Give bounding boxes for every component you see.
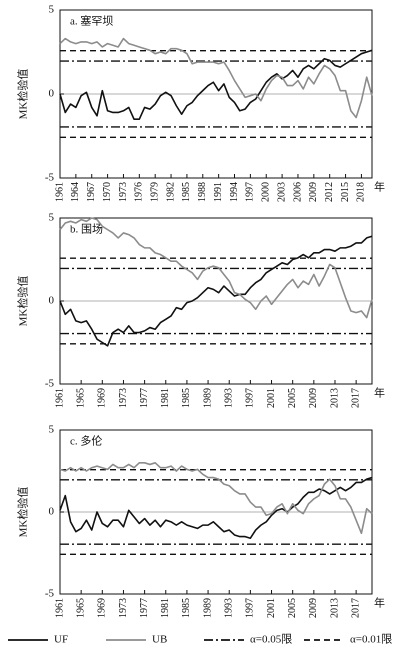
x-tick-label: 1981 xyxy=(160,598,171,618)
x-tick-label: 1967 xyxy=(86,182,97,202)
x-tick-label: 2001 xyxy=(266,598,277,618)
x-tick-label: 1997 xyxy=(245,388,256,408)
y-axis-label: MK检验值 xyxy=(16,276,30,327)
y-tick-label: 5 xyxy=(49,212,55,224)
x-tick-label: 2018 xyxy=(356,182,367,202)
x-tick-label: 2009 xyxy=(308,182,319,202)
legend-label: UF xyxy=(54,634,68,646)
x-tick-label: 1988 xyxy=(197,182,208,202)
x-tick-label: 2009 xyxy=(308,598,319,618)
x-tick-label: 2013 xyxy=(329,388,340,408)
x-tick-label: 2005 xyxy=(287,598,298,618)
x-tick-label: 1964 xyxy=(70,182,81,202)
y-tick-label: -5 xyxy=(45,378,55,390)
y-tick-label: 0 xyxy=(49,506,55,518)
x-tick-label: 1997 xyxy=(245,182,256,202)
legend-label: α=0.01限 xyxy=(350,633,392,646)
y-tick-label: 5 xyxy=(49,4,55,16)
x-tick-label: 1989 xyxy=(202,388,213,408)
x-tick-label: 1993 xyxy=(224,598,235,618)
x-tick-label: 1969 xyxy=(97,388,108,408)
x-tick-label: 1961 xyxy=(54,388,65,408)
x-tick-label: 2003 xyxy=(276,182,287,202)
x-tick-label: 1981 xyxy=(160,388,171,408)
x-tick-label: 1982 xyxy=(165,182,176,202)
chart-title: c. 多伦 xyxy=(70,434,102,448)
x-tick-label: 2017 xyxy=(350,598,361,618)
x-axis-label: 年 xyxy=(374,386,385,400)
x-tick-label: 1997 xyxy=(245,598,256,618)
x-tick-label: 2000 xyxy=(261,182,272,202)
x-tick-label: 2006 xyxy=(292,182,303,202)
x-tick-label: 2012 xyxy=(324,182,335,202)
x-tick-label: 1965 xyxy=(75,388,86,408)
y-tick-label: 0 xyxy=(49,88,55,100)
y-tick-label: 5 xyxy=(49,424,55,436)
x-tick-label: 1989 xyxy=(202,598,213,618)
y-axis-label: MK检验值 xyxy=(16,487,30,538)
x-tick-label: 1977 xyxy=(139,388,150,408)
x-tick-label: 1970 xyxy=(102,182,113,202)
series-line xyxy=(59,217,373,319)
series-line xyxy=(59,462,373,535)
x-tick-label: 2015 xyxy=(340,182,351,202)
x-tick-label: 1976 xyxy=(134,182,145,202)
y-axis-label: MK检验值 xyxy=(16,69,30,120)
x-tick-label: 1979 xyxy=(149,182,160,202)
legend-label: UB xyxy=(152,634,167,646)
series-line xyxy=(59,235,373,347)
x-tick-label: 1973 xyxy=(118,598,129,618)
legend-label: α=0.05限 xyxy=(250,633,292,646)
x-tick-label: 2009 xyxy=(308,388,319,408)
x-tick-label: 2017 xyxy=(350,388,361,408)
x-tick-label: 1991 xyxy=(213,182,224,202)
x-tick-label: 1961 xyxy=(54,182,65,202)
x-tick-label: 1985 xyxy=(181,598,192,618)
x-axis-label: 年 xyxy=(374,180,385,194)
x-axis-label: 年 xyxy=(374,596,385,610)
chart-title: b. 围场 xyxy=(70,222,103,236)
x-tick-label: 1973 xyxy=(118,182,129,202)
y-tick-label: -5 xyxy=(45,588,55,600)
x-tick-label: 1985 xyxy=(181,182,192,202)
x-tick-label: 2001 xyxy=(266,388,277,408)
series-line xyxy=(59,37,373,119)
x-tick-label: 1994 xyxy=(229,182,240,202)
series-line xyxy=(59,49,373,120)
x-tick-label: 2013 xyxy=(329,598,340,618)
x-tick-label: 1985 xyxy=(181,388,192,408)
x-tick-label: 1969 xyxy=(97,598,108,618)
x-tick-label: 1993 xyxy=(224,388,235,408)
x-tick-label: 1965 xyxy=(75,598,86,618)
series-line xyxy=(59,476,373,540)
x-tick-label: 1973 xyxy=(118,388,129,408)
y-tick-label: -5 xyxy=(45,172,55,184)
x-tick-label: 1977 xyxy=(139,598,150,618)
chart-title: a. 塞罕坝 xyxy=(70,14,113,28)
x-tick-label: 1961 xyxy=(54,598,65,618)
x-tick-label: 2005 xyxy=(287,388,298,408)
y-tick-label: 0 xyxy=(49,295,55,307)
